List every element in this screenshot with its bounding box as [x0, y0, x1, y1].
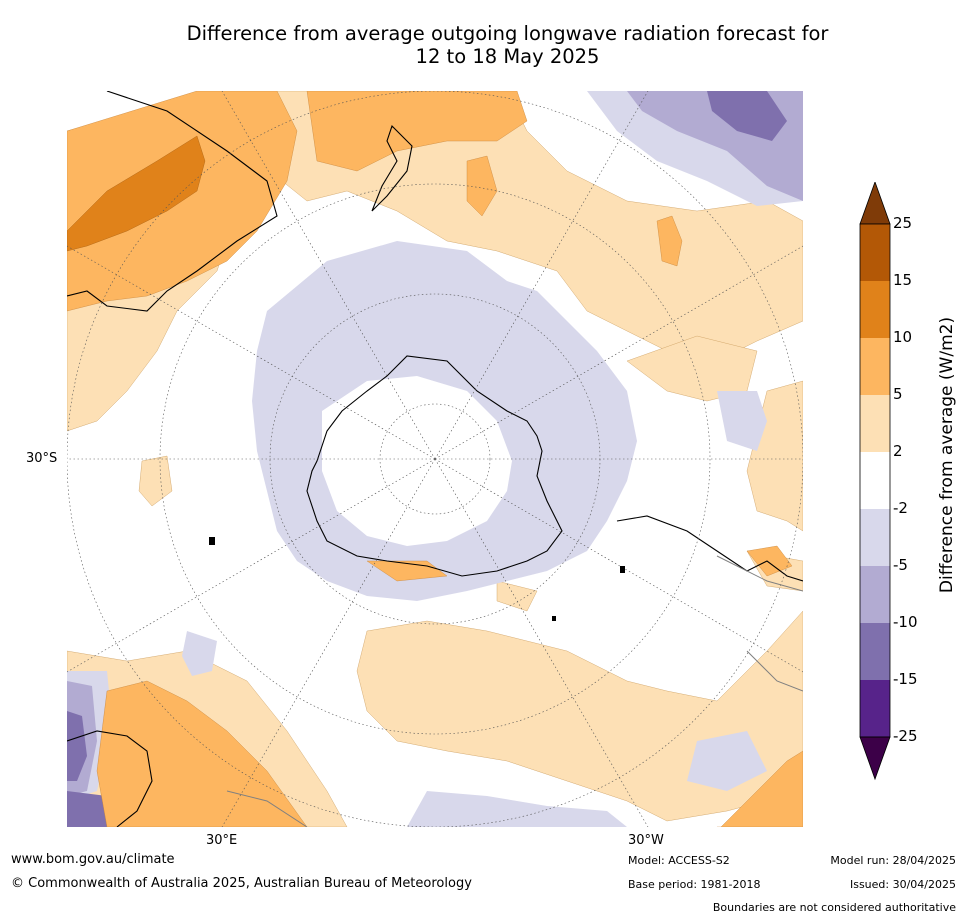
- south-america-coast: [616, 515, 803, 582]
- lon-label-30w: 30°W: [628, 833, 664, 848]
- title-line-1: Difference from average outgoing longwav…: [186, 22, 829, 45]
- colorbar-band-neutral: [860, 452, 890, 509]
- colorbar-tick-6: -5: [893, 556, 908, 574]
- map-svg: [67, 91, 803, 827]
- colorbar-band-2-5: [860, 395, 890, 452]
- colorbar-min-arrow: [859, 736, 891, 781]
- colorbar-tick-9: -25: [893, 727, 918, 745]
- colorbar-outline: [859, 223, 891, 738]
- disclaimer-text: Boundaries are not considered authoritat…: [712, 901, 956, 914]
- colorbar-band-neg2-neg5: [860, 509, 890, 566]
- chart-title: Difference from average outgoing longwav…: [60, 22, 955, 68]
- antarctic-neutral-zone: [322, 376, 512, 546]
- islands: [209, 537, 625, 621]
- lat-label-30s: 30°S: [26, 451, 58, 466]
- colorbar-tick-8: -15: [893, 670, 918, 688]
- model-text: Model: ACCESS-S2: [628, 854, 730, 867]
- colorbar-tick-1: 15: [893, 271, 913, 289]
- colorbar-band-15-25: [860, 224, 890, 281]
- title-line-2: 12 to 18 May 2025: [415, 45, 600, 68]
- colorbar-title: Difference from average (W/m2): [937, 316, 957, 594]
- africa-coast: [67, 730, 153, 827]
- colorbar-tick-4: 2: [893, 442, 903, 460]
- colorbar-max-arrow: [859, 182, 891, 225]
- colorbar-band-neg10-neg15: [860, 623, 890, 680]
- lon-label-30e: 30°E: [206, 833, 238, 848]
- colorbar-band-5-10: [860, 338, 890, 395]
- colorbar-tick-5: -2: [893, 499, 908, 517]
- copyright-text: © Commonwealth of Australia 2025, Austra…: [11, 876, 472, 891]
- graticule: [67, 91, 803, 827]
- australia-coast: [67, 91, 278, 312]
- colorbar-tick-3: 5: [893, 385, 903, 403]
- colorbar-band-10-15: [860, 281, 890, 338]
- colorbar-tick-0: 25: [893, 214, 913, 232]
- base-period-text: Base period: 1981-2018: [628, 878, 761, 891]
- website-link[interactable]: www.bom.gov.au/climate: [11, 852, 175, 867]
- anomaly-pos10-regions: [67, 135, 206, 252]
- country-borders: [226, 555, 803, 827]
- colorbar-tick-7: -10: [893, 613, 918, 631]
- colorbar: [859, 182, 891, 781]
- colorbar-band-neg15-neg25: [860, 680, 890, 737]
- antarctica-coast: [306, 355, 563, 577]
- issued-text: Issued: 30/04/2025: [849, 878, 956, 891]
- colorbar-band-neg5-neg10: [860, 566, 890, 623]
- new-zealand-coast: [371, 124, 413, 212]
- coastlines: [67, 91, 803, 827]
- colorbar-tick-2: 10: [893, 328, 913, 346]
- polar-map: [67, 91, 803, 827]
- model-run-text: Model run: 28/04/2025: [830, 854, 956, 867]
